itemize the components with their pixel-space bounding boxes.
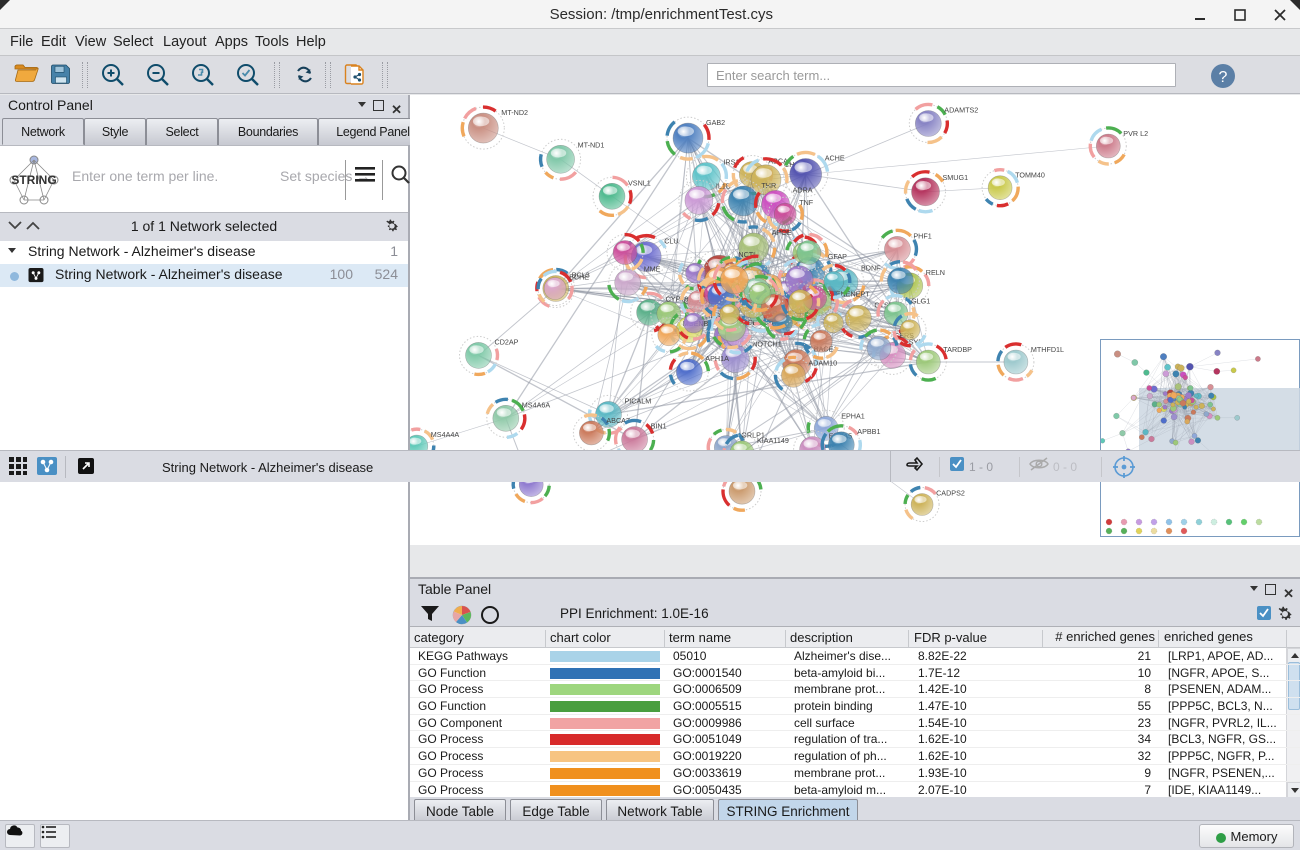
svg-text:MT-ND1: MT-ND1: [578, 140, 605, 149]
svg-text:MT-ND2: MT-ND2: [501, 108, 528, 117]
svg-text:GLG1: GLG1: [911, 297, 930, 306]
svg-text:ACHE: ACHE: [825, 154, 845, 163]
svg-text:MS4A6A: MS4A6A: [522, 400, 551, 409]
svg-text:SMUG1: SMUG1: [943, 173, 969, 182]
svg-text:GFAP: GFAP: [828, 252, 847, 261]
svg-text:PHF1: PHF1: [913, 231, 931, 240]
svg-text:CD2AP: CD2AP: [495, 337, 519, 346]
svg-text:VSNL1: VSNL1: [628, 178, 651, 187]
svg-text:BIN1: BIN1: [651, 422, 667, 431]
svg-text:CADPS2: CADPS2: [936, 489, 965, 498]
svg-text:TNF: TNF: [799, 198, 814, 207]
svg-text:?: ?: [1219, 69, 1228, 86]
svg-text:ADAMTS2: ADAMTS2: [944, 106, 978, 115]
svg-text:MME: MME: [644, 265, 661, 274]
svg-text:STRING: STRING: [11, 173, 56, 187]
svg-text:CLU: CLU: [664, 237, 678, 246]
svg-text:ADRA: ADRA: [793, 185, 813, 194]
svg-text:TOMM40: TOMM40: [1015, 171, 1045, 180]
svg-text:KIAA1149: KIAA1149: [757, 436, 789, 445]
svg-text:PVR L2: PVR L2: [1123, 129, 1148, 138]
svg-text:NOTCH1: NOTCH1: [752, 340, 782, 349]
svg-text:PICALM: PICALM: [625, 396, 652, 405]
svg-text:APBB1: APBB1: [857, 427, 880, 436]
svg-text:APOE: APOE: [772, 228, 792, 237]
svg-text:MS4A4A: MS4A4A: [431, 430, 460, 439]
svg-text:TARDBP: TARDBP: [943, 345, 972, 354]
svg-text:BDNF: BDNF: [861, 264, 881, 273]
svg-text:EPHA1: EPHA1: [841, 411, 865, 420]
svg-text:BCHE: BCHE: [569, 273, 589, 282]
svg-text:MTHFD1L: MTHFD1L: [1031, 345, 1064, 354]
svg-text:APH1A: APH1A: [705, 354, 729, 363]
svg-text:GAB2: GAB2: [706, 118, 725, 127]
svg-text:RELN: RELN: [926, 268, 945, 277]
